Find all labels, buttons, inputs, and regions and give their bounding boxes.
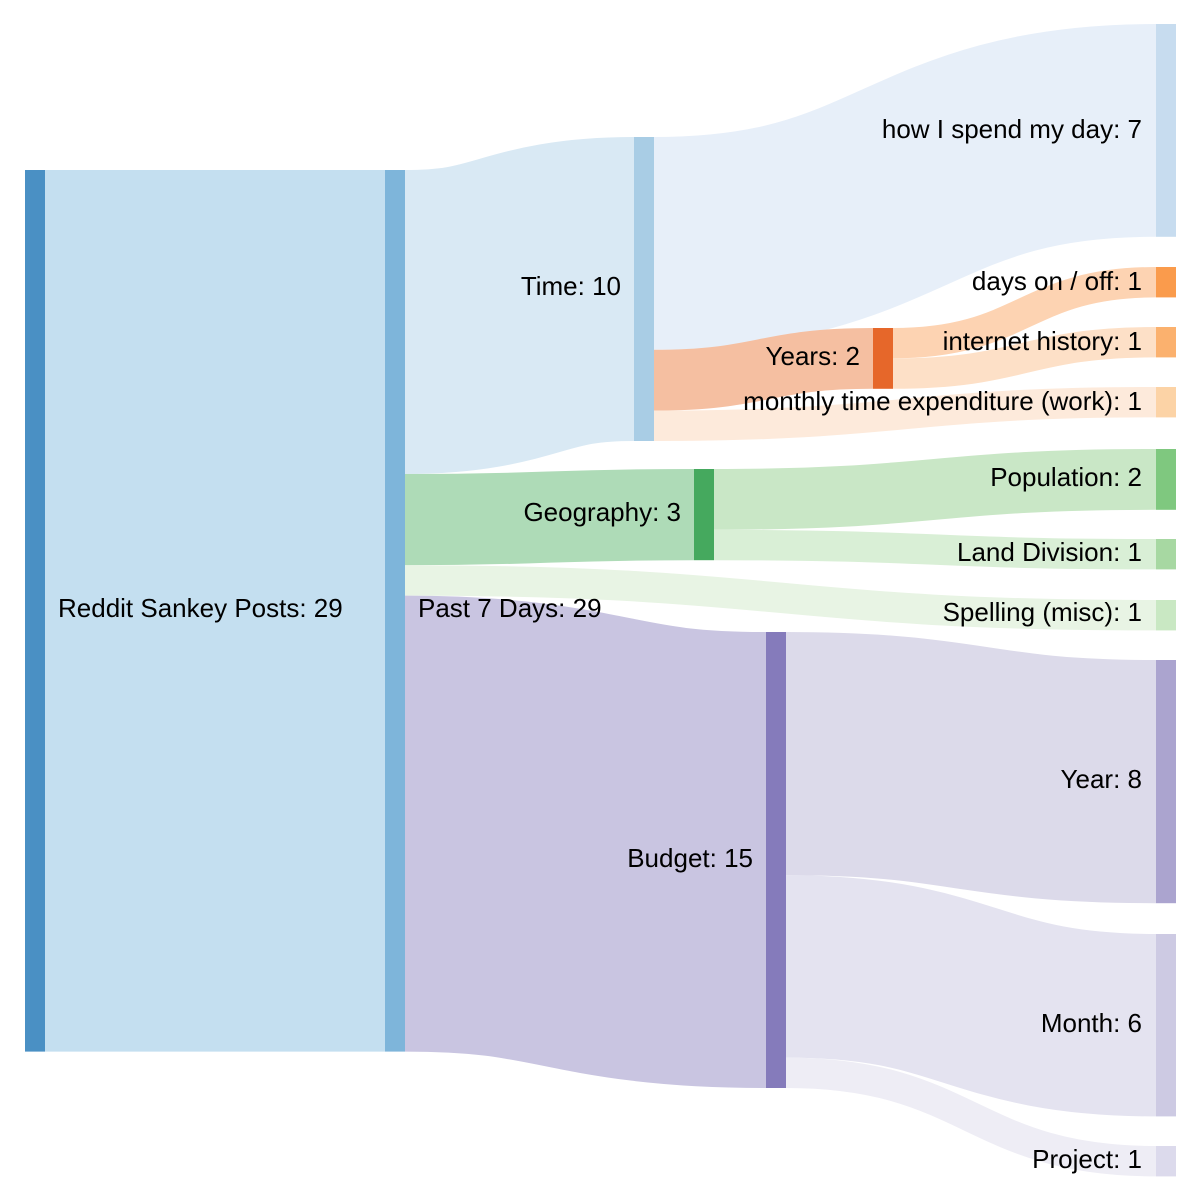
node-month xyxy=(1156,934,1176,1117)
node-project xyxy=(1156,1146,1176,1177)
node-label-time: Time: 10 xyxy=(521,271,621,301)
node-past7 xyxy=(385,170,405,1052)
node-label-budget: Budget: 15 xyxy=(627,843,753,873)
node-label-geo: Geography: 3 xyxy=(523,497,681,527)
node-spelling xyxy=(1156,600,1176,631)
node-label-monthly: monthly time expenditure (work): 1 xyxy=(743,386,1142,416)
node-label-project: Project: 1 xyxy=(1032,1144,1142,1174)
node-label-spelling: Spelling (misc): 1 xyxy=(943,597,1142,627)
node-reddit xyxy=(25,170,45,1052)
node-label-years: Years: 2 xyxy=(766,341,860,371)
link-years-to-internet xyxy=(892,327,1157,389)
node-time xyxy=(634,137,654,441)
link-geo-to-land xyxy=(713,529,1157,570)
link-budget-to-year xyxy=(785,632,1157,904)
sankey-nodes xyxy=(25,24,1176,1177)
node-howday xyxy=(1156,24,1176,237)
link-past7-to-time xyxy=(402,137,637,474)
node-label-year: Year: 8 xyxy=(1061,764,1142,794)
link-budget-to-month xyxy=(785,875,1157,1117)
link-past7-to-budget xyxy=(403,595,768,1088)
node-population xyxy=(1156,449,1176,510)
node-land xyxy=(1156,539,1176,570)
sankey-links xyxy=(45,24,1158,1177)
node-budget xyxy=(766,632,786,1088)
node-label-dayson: days on / off: 1 xyxy=(972,266,1142,296)
node-label-population: Population: 2 xyxy=(990,462,1142,492)
link-budget-to-project xyxy=(785,1057,1157,1177)
sankey-labels: Reddit Sankey Posts: 29 Past 7 Days: 29 Ti… xyxy=(58,114,1142,1174)
node-label-internet: internet history: 1 xyxy=(943,326,1142,356)
node-label-reddit: Reddit Sankey Posts: 29 xyxy=(58,593,343,623)
node-year xyxy=(1156,660,1176,904)
link-past7-to-geo xyxy=(404,469,695,566)
link-time-to-howday xyxy=(652,24,1158,350)
node-label-land: Land Division: 1 xyxy=(957,537,1142,567)
node-label-month: Month: 6 xyxy=(1041,1008,1142,1038)
link-time-to-monthly xyxy=(653,387,1157,441)
link-geo-to-population xyxy=(713,449,1157,530)
node-dayson xyxy=(1156,267,1176,298)
link-years-to-dayson xyxy=(892,267,1157,359)
link-time-to-years xyxy=(653,328,874,411)
node-monthly xyxy=(1156,387,1176,418)
node-label-howday: how I spend my day: 7 xyxy=(882,114,1142,144)
node-label-past7: Past 7 Days: 29 xyxy=(418,593,602,623)
node-internet xyxy=(1156,327,1176,358)
link-past7-to-spelling xyxy=(404,565,1157,631)
node-geo xyxy=(694,469,714,561)
node-years xyxy=(873,328,893,389)
